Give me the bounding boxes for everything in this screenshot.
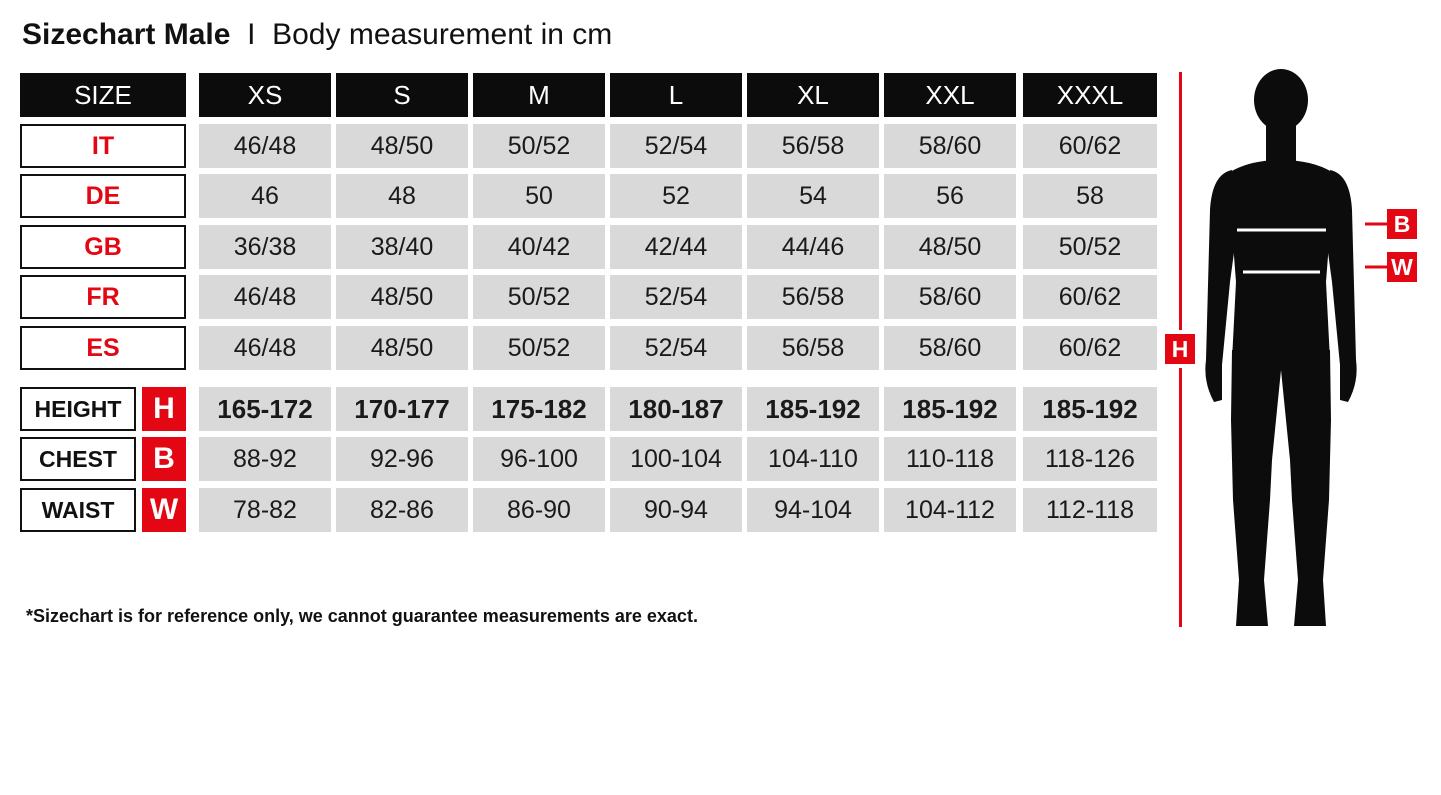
table-cell: 48/50 xyxy=(336,124,468,168)
size-header-xs: XS xyxy=(199,73,331,117)
table-cell: 58/60 xyxy=(884,326,1016,370)
table-cell: 185-192 xyxy=(747,387,879,431)
height-marker: H xyxy=(1165,334,1195,364)
chest-marker: B xyxy=(1387,209,1417,239)
table-cell: 52/54 xyxy=(610,124,742,168)
figure-left-arm xyxy=(1205,170,1237,402)
table-cell: 56/58 xyxy=(747,275,879,319)
table-cell: 46/48 xyxy=(199,124,331,168)
size-header-xl: XL xyxy=(747,73,879,117)
measure-label-height: HEIGHT xyxy=(20,387,136,431)
table-cell: 50/52 xyxy=(473,275,605,319)
table-cell: 56/58 xyxy=(747,326,879,370)
table-cell: 44/46 xyxy=(747,225,879,269)
size-header-xxl: XXL xyxy=(884,73,1016,117)
table-cell: 175-182 xyxy=(473,387,605,431)
table-cell: 52/54 xyxy=(610,326,742,370)
table-cell: 60/62 xyxy=(1023,124,1157,168)
size-header-s: S xyxy=(336,73,468,117)
table-cell: 42/44 xyxy=(610,225,742,269)
table-cell: 58/60 xyxy=(884,275,1016,319)
region-label-it: IT xyxy=(20,124,186,168)
measure-badge-w: W xyxy=(142,488,186,532)
table-cell: 50/52 xyxy=(473,326,605,370)
measure-badge-b: B xyxy=(142,437,186,481)
body-silhouette xyxy=(1205,69,1387,626)
waist-marker: W xyxy=(1387,252,1417,282)
table-cell: 165-172 xyxy=(199,387,331,431)
table-cell: 54 xyxy=(747,174,879,218)
table-cell: 170-177 xyxy=(336,387,468,431)
table-cell: 50/52 xyxy=(1023,225,1157,269)
table-cell: 52 xyxy=(610,174,742,218)
measure-label-chest: CHEST xyxy=(20,437,136,481)
table-cell: 90-94 xyxy=(610,488,742,532)
size-header-m: M xyxy=(473,73,605,117)
figure-torso xyxy=(1230,160,1332,360)
table-cell: 50 xyxy=(473,174,605,218)
table-cell: 104-112 xyxy=(884,488,1016,532)
title-subtitle: Body measurement in cm xyxy=(272,18,613,51)
table-cell: 185-192 xyxy=(1023,387,1157,431)
figure-left-leg xyxy=(1231,350,1281,626)
table-cell: 58/60 xyxy=(884,124,1016,168)
table-cell: 185-192 xyxy=(884,387,1016,431)
region-label-de: DE xyxy=(20,174,186,218)
title-main: Sizechart Male xyxy=(22,18,231,51)
table-cell: 48/50 xyxy=(336,275,468,319)
table-cell: 92-96 xyxy=(336,437,468,481)
measure-badge-h: H xyxy=(142,387,186,431)
table-cell: 40/42 xyxy=(473,225,605,269)
table-cell: 112-118 xyxy=(1023,488,1157,532)
table-cell: 48 xyxy=(336,174,468,218)
height-line xyxy=(1179,368,1182,627)
table-cell: 78-82 xyxy=(199,488,331,532)
table-cell: 86-90 xyxy=(473,488,605,532)
size-header-l: L xyxy=(610,73,742,117)
table-cell: 48/50 xyxy=(336,326,468,370)
table-cell: 52/54 xyxy=(610,275,742,319)
table-cell: 46 xyxy=(199,174,331,218)
disclaimer-note: *Sizechart is for reference only, we can… xyxy=(26,606,698,626)
table-cell: 180-187 xyxy=(610,387,742,431)
region-label-es: ES xyxy=(20,326,186,370)
table-cell: 46/48 xyxy=(199,275,331,319)
table-cell: 94-104 xyxy=(747,488,879,532)
table-cell: 36/38 xyxy=(199,225,331,269)
table-cell: 56 xyxy=(884,174,1016,218)
height-line xyxy=(1179,72,1182,330)
region-label-gb: GB xyxy=(20,225,186,269)
table-cell: 60/62 xyxy=(1023,275,1157,319)
size-header-label: SIZE xyxy=(20,73,186,117)
table-cell: 58 xyxy=(1023,174,1157,218)
table-cell: 46/48 xyxy=(199,326,331,370)
table-cell: 56/58 xyxy=(747,124,879,168)
figure-head xyxy=(1254,69,1308,131)
table-cell: 100-104 xyxy=(610,437,742,481)
size-header-xxxl: XXXL xyxy=(1023,73,1157,117)
region-label-fr: FR xyxy=(20,275,186,319)
table-cell: 50/52 xyxy=(473,124,605,168)
table-cell: 48/50 xyxy=(884,225,1016,269)
table-cell: 82-86 xyxy=(336,488,468,532)
table-cell: 88-92 xyxy=(199,437,331,481)
table-cell: 118-126 xyxy=(1023,437,1157,481)
measure-label-waist: WAIST xyxy=(20,488,136,532)
title-separator: I xyxy=(247,18,256,51)
page-title: Sizechart Male I Body measurement in cm xyxy=(22,18,612,52)
figure-right-arm xyxy=(1325,170,1357,402)
table-cell: 96-100 xyxy=(473,437,605,481)
table-cell: 104-110 xyxy=(747,437,879,481)
table-cell: 60/62 xyxy=(1023,326,1157,370)
figure-right-leg xyxy=(1281,350,1331,626)
table-cell: 110-118 xyxy=(884,437,1016,481)
table-cell: 38/40 xyxy=(336,225,468,269)
